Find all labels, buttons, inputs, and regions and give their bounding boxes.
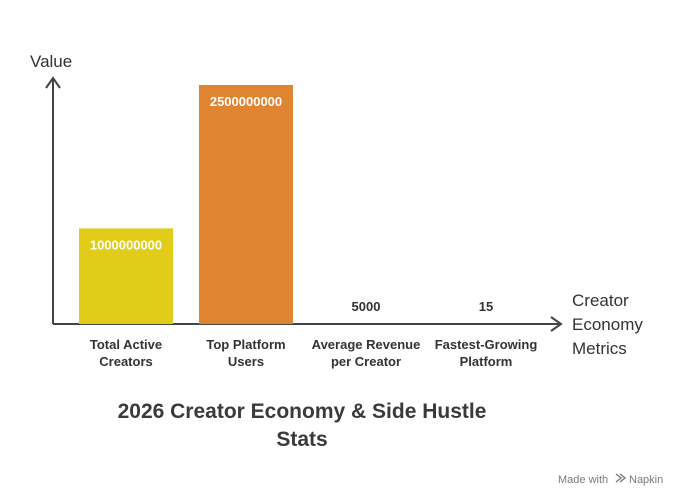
category-label-4: Fastest-Growing Platform xyxy=(435,337,538,369)
category-label-1: Total Active Creators xyxy=(90,337,162,369)
credit-prefix: Made with xyxy=(558,474,608,486)
category-label-2: Top Platform Users xyxy=(206,337,285,369)
y-axis-label: Value xyxy=(30,52,72,71)
category-label-3: Average Revenue per Creator xyxy=(312,337,421,369)
data-label-4: 15 xyxy=(479,299,493,314)
bars-group xyxy=(79,85,413,324)
category-labels-group: Total Active Creators Top Platform Users Ave… xyxy=(90,337,537,369)
x-axis-arrow-icon xyxy=(550,316,563,332)
x-axis-label: Creator Economy Metrics xyxy=(572,291,643,358)
credit-brand: Napkin xyxy=(629,474,663,486)
napkin-logo-icon xyxy=(615,473,627,483)
data-label-3: 5000 xyxy=(352,299,381,314)
bar-1 xyxy=(79,228,173,324)
data-label-2: 2500000000 xyxy=(210,94,282,109)
data-label-1: 1000000000 xyxy=(90,237,162,252)
chart-title: 2026 Creator Economy & Side Hustle Stats xyxy=(118,400,487,451)
y-axis-arrow-icon xyxy=(45,76,61,89)
bar-2 xyxy=(199,85,293,324)
data-labels-group: 1000000000 2500000000 5000 15 xyxy=(90,94,493,314)
